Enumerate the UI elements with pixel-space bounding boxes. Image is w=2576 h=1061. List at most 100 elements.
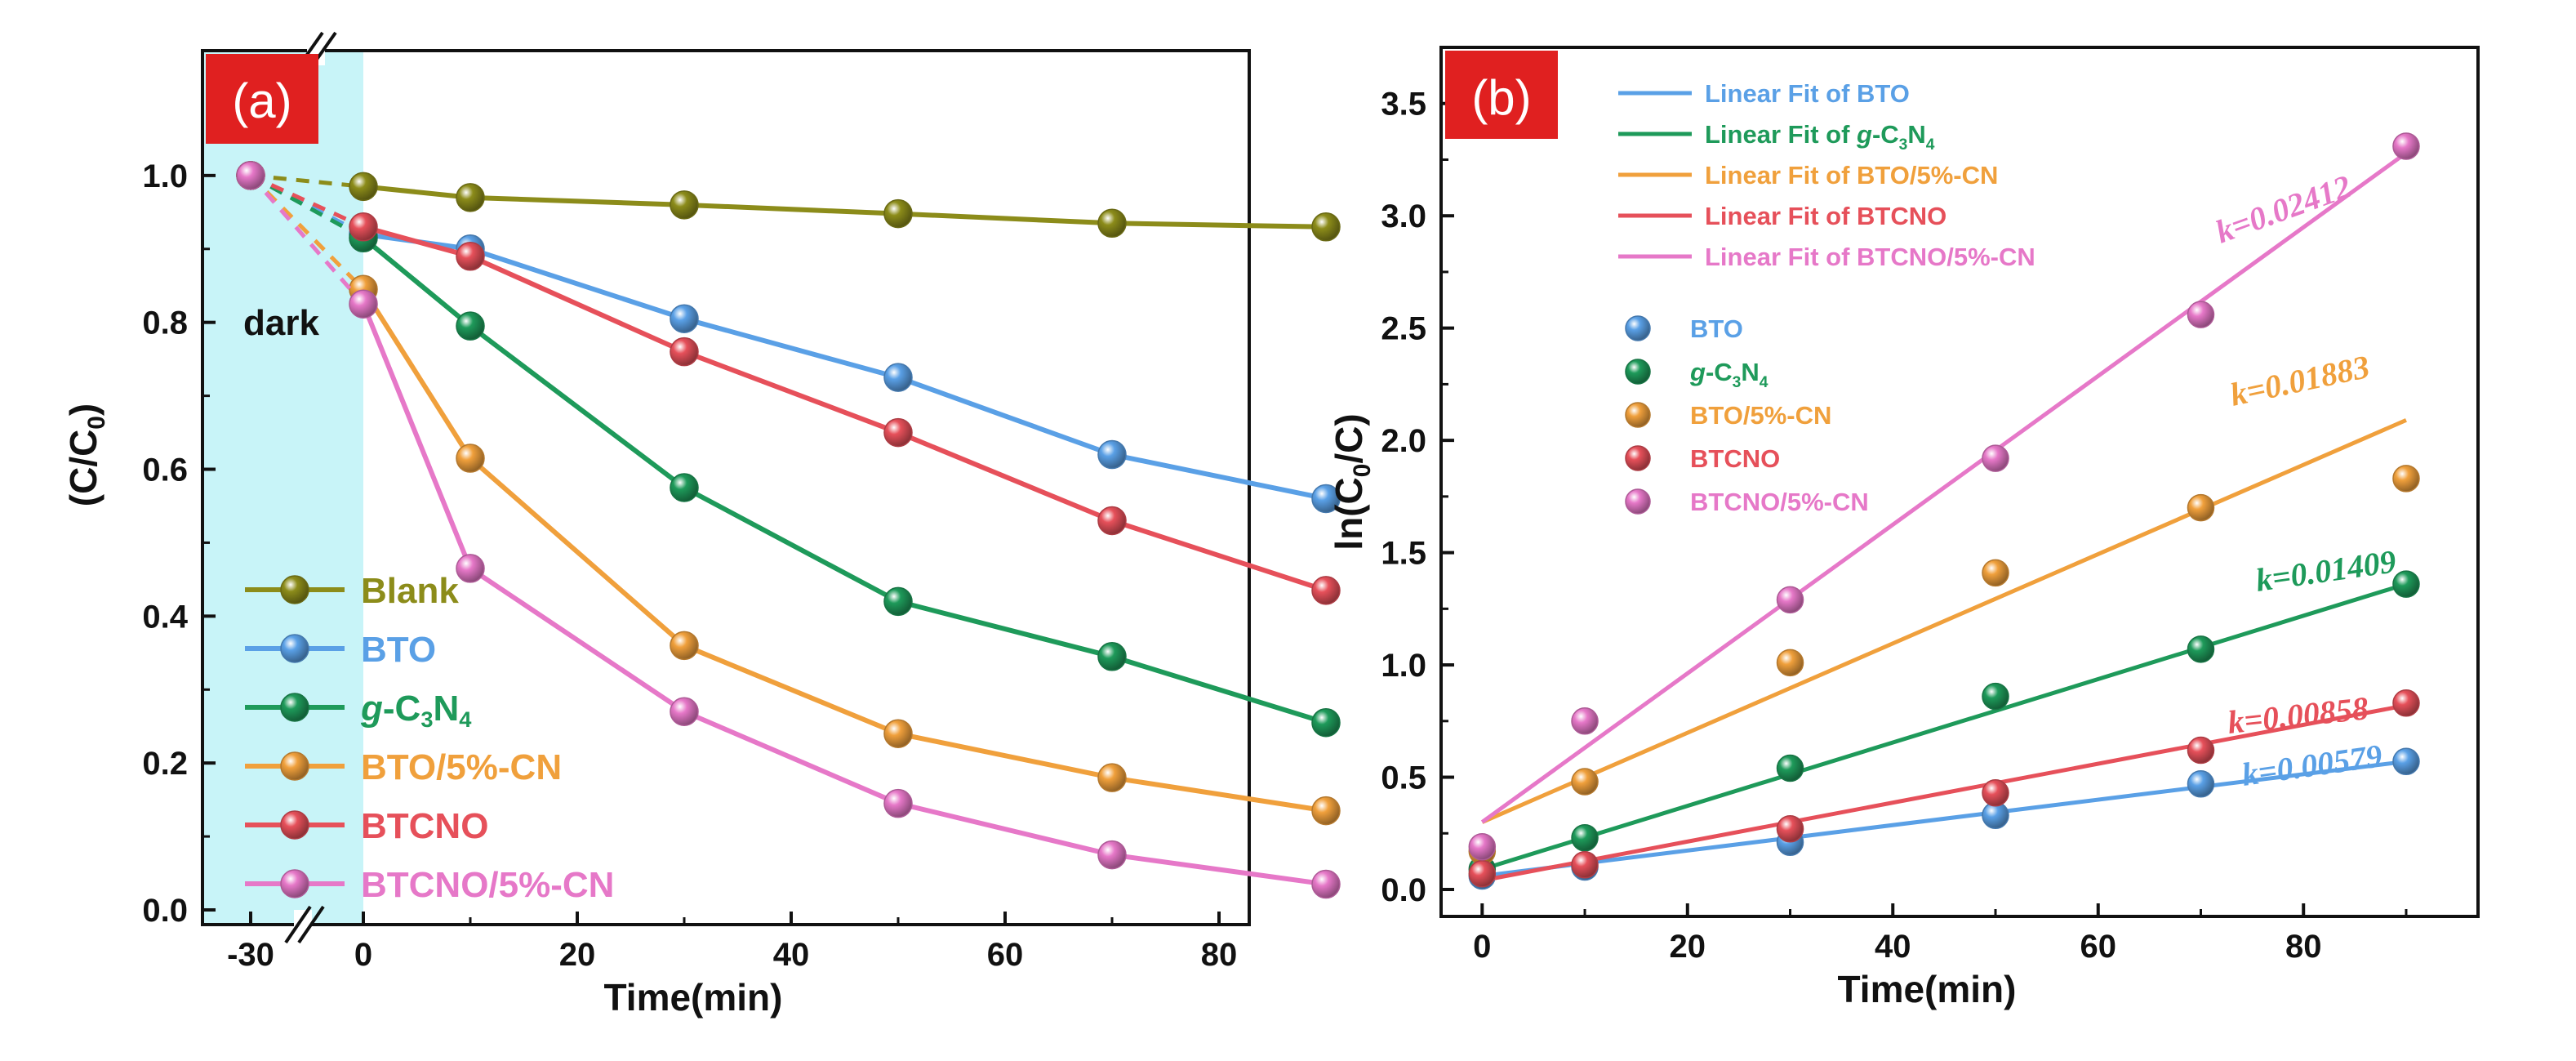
- k-annotation-btcno-5-cn: k=0.02412: [2211, 167, 2356, 250]
- x-tick-label: 60: [987, 937, 1024, 973]
- data-point-bto-5-cn: [670, 631, 699, 661]
- fit-line-g-c3n4: [1481, 582, 2407, 872]
- data-point-btcno-5-cn: [1776, 586, 1804, 614]
- legend-point-marker-bto-5-cn: [1625, 402, 1651, 428]
- legend-point-label-btcno-5-cn: BTCNO/5%-CN: [1690, 488, 1869, 516]
- data-point-btcno-5-cn: [1468, 833, 1497, 861]
- legend-label-blank: Blank: [361, 571, 459, 611]
- data-point-bto-5-cn: [1097, 763, 1127, 792]
- data-point-bto-5-cn: [2392, 465, 2420, 493]
- panel-b-badge: [1445, 51, 1558, 139]
- legend-fit-label-btcno: Linear Fit of BTCNO: [1705, 202, 1946, 230]
- panel-a-label: (a): [232, 74, 291, 128]
- x-axis-label: Time(min): [604, 976, 783, 1019]
- k-annotation-bto: k=0.00579: [2240, 737, 2384, 793]
- y-tick-label: 0.4: [142, 599, 188, 635]
- data-point-bto-5-cn: [883, 719, 913, 748]
- series-dark-line-blank: [250, 173, 364, 189]
- data-point-blank: [670, 190, 699, 220]
- x-tick-label: 20: [559, 937, 596, 973]
- data-point-btcno-5-cn: [883, 788, 913, 818]
- legend-fit-label-btcno-5-cn: Linear Fit of BTCNO/5%-CN: [1705, 243, 2035, 271]
- data-point-btcno: [349, 212, 378, 242]
- data-point-btcno-5-cn: [1311, 869, 1341, 899]
- plot-frame: [1439, 46, 2480, 918]
- y-tick-label: 2.0: [1381, 423, 1426, 459]
- k-annotation-btcno: k=0.00858: [2226, 689, 2370, 741]
- y-tick-label: 2.5: [1381, 311, 1426, 347]
- x-tick-label: 0: [354, 937, 372, 973]
- data-point-btcno: [1311, 576, 1341, 605]
- data-point-btcno-5-cn: [2392, 132, 2420, 160]
- y-tick-label: 1.0: [1381, 648, 1426, 684]
- data-point-bto: [2187, 770, 2215, 798]
- legend-fit-label-bto-5-cn: Linear Fit of BTO/5%-CN: [1705, 161, 1998, 189]
- x-tick-label: 40: [1875, 929, 1911, 965]
- data-point-bto-5-cn: [1776, 649, 1804, 677]
- data-point-g-c3n4: [1571, 824, 1599, 852]
- data-point-btcno: [2392, 689, 2420, 717]
- legend-label-btcno: BTCNO: [361, 806, 488, 846]
- legend-point-label-g-c3n4: g-C3N4: [1689, 358, 1768, 391]
- x-tick-label: 40: [773, 937, 810, 973]
- plot-frame: [201, 49, 1251, 926]
- x-axis-label: Time(min): [1838, 968, 2017, 1010]
- series-line-bto: [363, 231, 1327, 502]
- data-point-g-c3n4: [883, 586, 913, 617]
- data-point-bto-5-cn: [1311, 796, 1341, 826]
- series-line-btcno: [363, 224, 1327, 593]
- data-point-btcno: [1776, 815, 1804, 843]
- legend-label-btcno-5-cn: BTCNO/5%-CN: [361, 865, 614, 905]
- data-point-btcno: [1571, 851, 1599, 879]
- data-point-btcno-5-cn: [1982, 444, 2009, 472]
- legend-fit-label-bto: Linear Fit of BTO: [1705, 79, 1910, 108]
- legend-label-bto-5-cn: BTO/5%-CN: [361, 747, 562, 787]
- data-point-g-c3n4: [2187, 635, 2215, 663]
- data-point-g-c3n4: [670, 473, 699, 502]
- data-point-btcno-5-cn: [1571, 707, 1599, 735]
- panel-b-chart: 0.0 0.5 1.0 1.5 2.0 2.5 3.0 3.5 0 20 40 60 80 Time(mi…: [1328, 46, 2480, 1010]
- y-tick-label: 1.5: [1381, 536, 1426, 572]
- data-point-g-c3n4: [1982, 682, 2009, 711]
- legend-marker-btcno-5-cn: [280, 869, 309, 898]
- data-point-btcno: [670, 337, 699, 367]
- data-point-btcno: [1468, 860, 1497, 888]
- data-point-btcno: [2187, 736, 2215, 765]
- data-point-g-c3n4: [2392, 570, 2420, 598]
- legend-fit-label-g-c3n4: Linear Fit of g-C3N4: [1705, 120, 1935, 154]
- panel-a-chart: 0.0 0.2 0.4 0.6 0.8 1.0 -30 0 20 40 60 80 Time(min) (…: [62, 31, 1341, 1019]
- legend-point-label-btcno: BTCNO: [1690, 444, 1780, 473]
- axis-break-mark: [297, 905, 325, 944]
- data-point-bto: [1311, 484, 1341, 514]
- dark-region: [202, 51, 363, 925]
- legend-marker-bto: [280, 634, 309, 663]
- legend-point-marker-btcno: [1625, 445, 1651, 471]
- data-point-btcno-5-cn: [2187, 301, 2215, 328]
- data-point-bto-5-cn: [1982, 559, 2009, 587]
- y-axis-label: (C/C0): [62, 403, 110, 507]
- data-point-btcno: [883, 417, 913, 448]
- legend-point-marker-bto: [1625, 315, 1651, 341]
- x-tick-label: 0: [1473, 929, 1491, 965]
- y-tick-label: 0.0: [142, 893, 188, 929]
- series-dark-line-btcno-5-cn: [249, 174, 365, 305]
- y-tick-label: 0.0: [1381, 872, 1426, 908]
- data-point-g-c3n4: [1097, 642, 1127, 671]
- x-tick-label: 80: [1201, 937, 1238, 973]
- series-dark-line-btcno: [249, 173, 365, 230]
- x-tick-label: 60: [2080, 929, 2117, 965]
- y-tick-label: 3.0: [1381, 198, 1426, 234]
- x-tick-label: -30: [227, 937, 274, 973]
- legend-point-marker-g-c3n4: [1625, 359, 1651, 385]
- series-line-g-c3n4: [362, 235, 1327, 725]
- data-point-bto-5-cn: [2187, 493, 2215, 522]
- y-tick-label: 1.0: [142, 158, 188, 194]
- data-point-blank: [883, 198, 913, 229]
- y-axis-label: ln(C0/C): [1328, 413, 1376, 550]
- data-point-btcno: [1097, 506, 1127, 536]
- data-point-btcno: [1982, 779, 2009, 807]
- series-line-bto-5-cn: [361, 288, 1327, 814]
- data-point-blank: [1311, 212, 1341, 242]
- data-point-g-c3n4: [1311, 707, 1341, 738]
- dark-label: dark: [243, 303, 319, 343]
